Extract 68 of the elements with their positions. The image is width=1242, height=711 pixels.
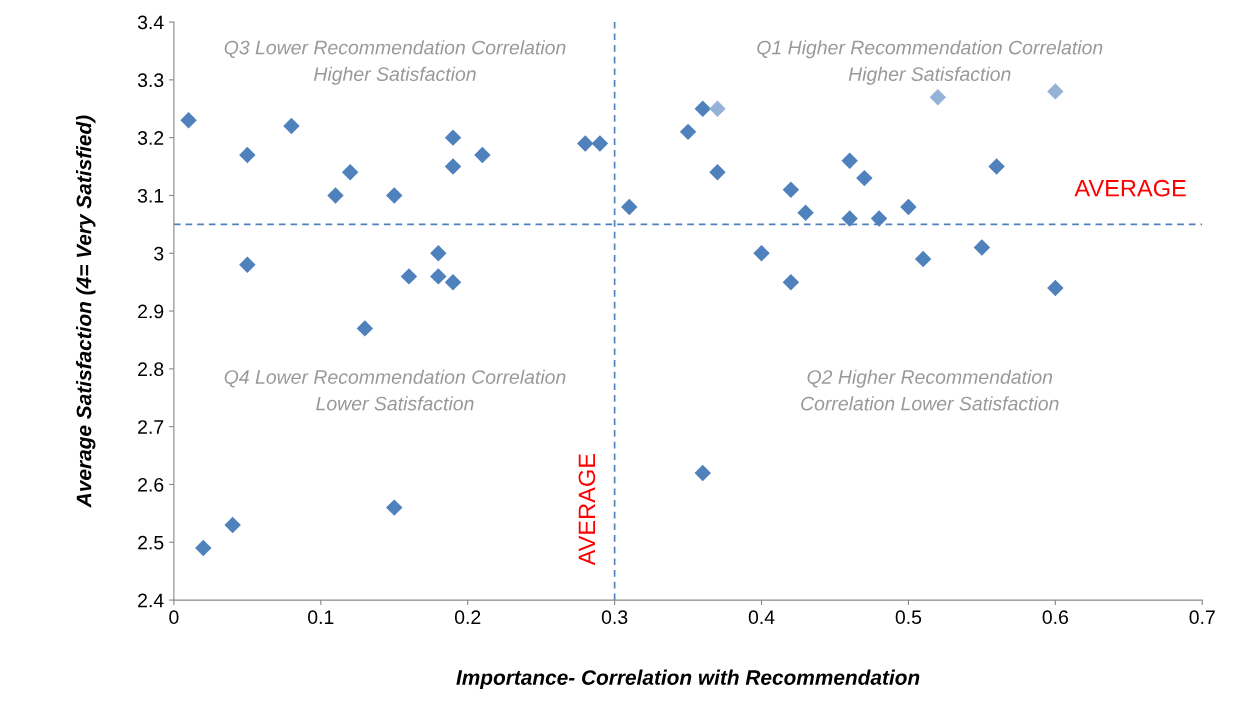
y-tick-label: 2.7 xyxy=(138,420,164,434)
y-tick-label: 2.5 xyxy=(138,535,164,550)
point xyxy=(283,117,300,135)
y-tick-label: 2.6 xyxy=(138,477,164,492)
y-tick-label: 3 xyxy=(154,246,164,261)
point xyxy=(591,135,609,152)
x-tick-label: 0 xyxy=(169,610,179,625)
annotation: Q3 Lower Recommendation Correlation Higher Satisfaction xyxy=(224,40,566,85)
point xyxy=(709,100,726,117)
point xyxy=(386,499,403,516)
y-axis-title: Average Satisfaction (4= Very Satisfied) xyxy=(76,115,96,508)
point xyxy=(679,123,697,141)
annotation: Q4 Lower Recommendation Correlation Lower Satisfaction xyxy=(224,369,566,411)
point xyxy=(782,181,800,198)
point xyxy=(929,88,947,106)
point xyxy=(224,516,241,534)
point xyxy=(430,245,447,262)
point xyxy=(709,164,726,181)
point xyxy=(782,273,800,291)
point xyxy=(327,187,344,204)
y-tick-label: 3.1 xyxy=(137,188,164,203)
x-tick-label: 0.6 xyxy=(1042,610,1069,625)
point xyxy=(356,320,374,337)
x-tick-label: 0.4 xyxy=(748,610,775,625)
y-tick-label: 2.8 xyxy=(138,362,164,377)
y-tick-label: 3.4 xyxy=(137,15,164,30)
x-tick-label: 0.2 xyxy=(454,610,481,625)
y-tick-label: 3.2 xyxy=(137,131,164,145)
point xyxy=(797,204,814,222)
point xyxy=(577,135,594,152)
x-tick-label: 0.1 xyxy=(308,610,334,625)
point xyxy=(239,146,256,164)
x-tick-label: 0.5 xyxy=(895,610,922,625)
point xyxy=(870,210,888,227)
point xyxy=(856,169,873,187)
point xyxy=(914,250,932,268)
annotation: Q2 Higher Recommendation Correlation Lower Satisfaction xyxy=(801,369,1059,411)
point xyxy=(400,268,418,285)
point xyxy=(621,198,638,216)
ref-line-label: AVERAGE xyxy=(1074,179,1186,197)
point xyxy=(195,539,212,557)
point xyxy=(900,198,917,216)
point xyxy=(444,158,462,175)
point xyxy=(1047,83,1064,100)
point xyxy=(694,464,711,482)
point xyxy=(444,273,462,291)
y-tick-label: 3.3 xyxy=(137,73,164,88)
x-axis-title: Importance- Correlation with Recommendation xyxy=(456,669,920,690)
point xyxy=(430,268,447,285)
ref-line-label: AVERAGE xyxy=(578,454,596,566)
point xyxy=(694,100,711,117)
point xyxy=(444,129,462,146)
point xyxy=(988,158,1005,175)
annotation: Q1 Higher Recommendation Correlation Higher Satisfaction xyxy=(757,40,1103,85)
y-tick-label: 2.4 xyxy=(138,593,164,608)
point xyxy=(341,164,359,181)
point xyxy=(1047,279,1064,297)
point xyxy=(841,152,858,169)
point xyxy=(474,146,491,164)
point xyxy=(753,245,770,262)
point xyxy=(239,256,256,274)
x-tick-label: 0.7 xyxy=(1189,610,1215,625)
point xyxy=(180,112,197,129)
point xyxy=(973,239,991,256)
point xyxy=(386,187,403,204)
point xyxy=(841,210,858,227)
y-tick-label: 2.9 xyxy=(138,304,164,319)
x-tick-label: 0.3 xyxy=(601,610,628,625)
